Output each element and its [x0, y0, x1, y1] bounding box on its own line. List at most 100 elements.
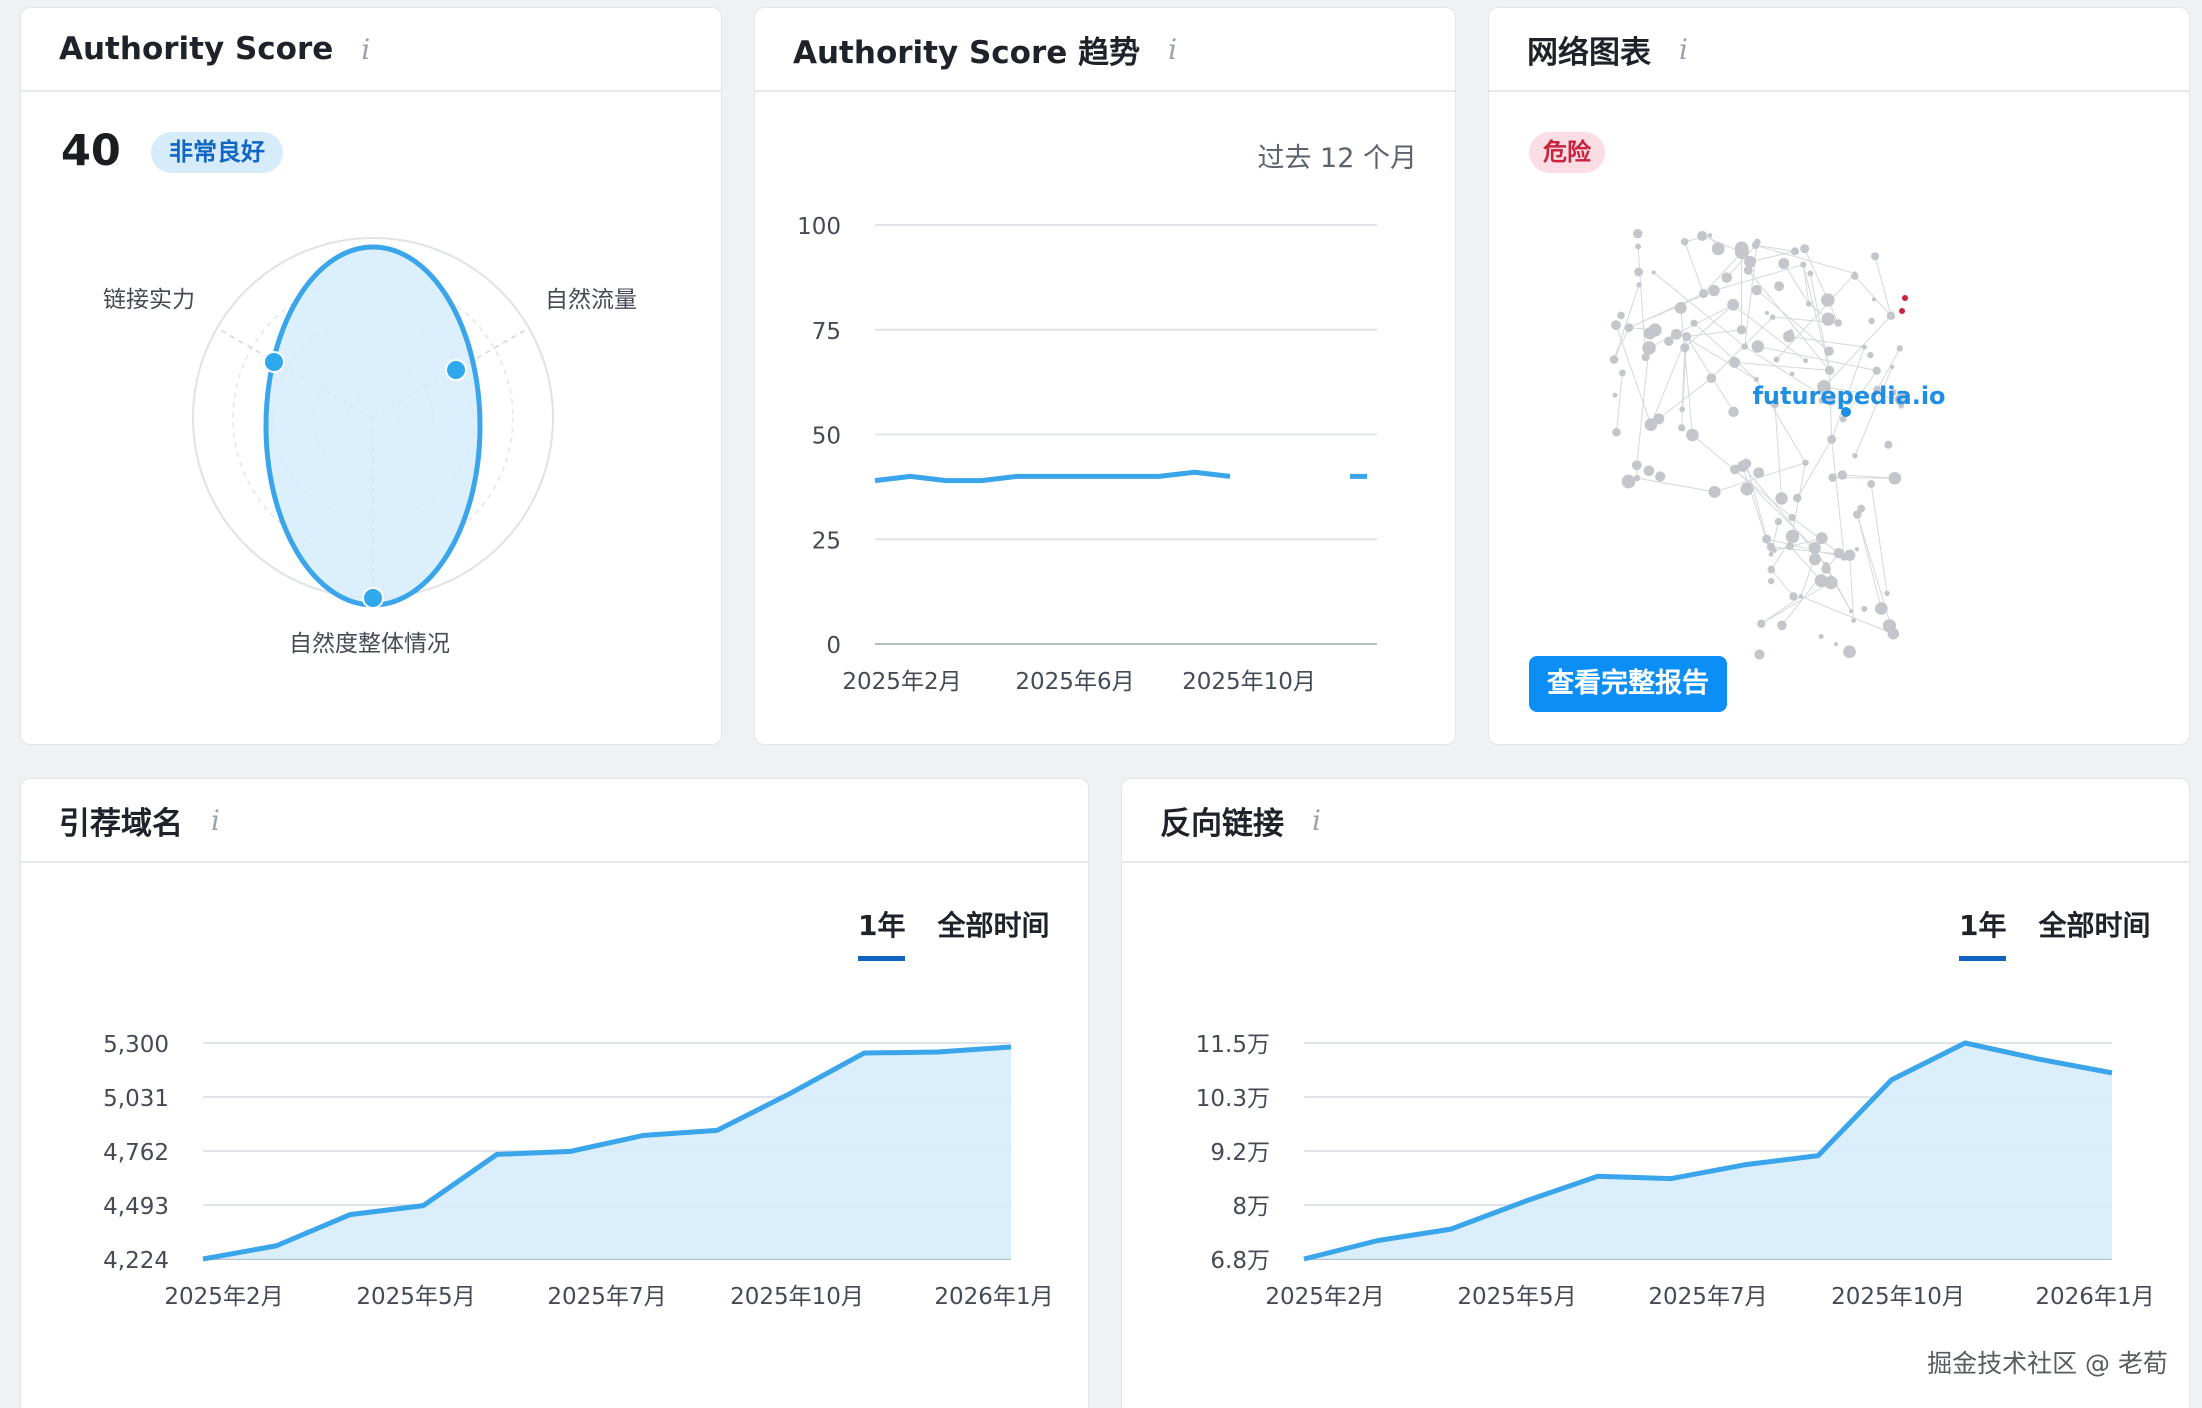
network-node — [1798, 594, 1804, 599]
network-node — [1754, 649, 1765, 660]
network-node — [1680, 238, 1689, 246]
radar-point-organic-traffic[interactable] — [445, 359, 467, 381]
watermark: 掘金技术社区 @ 老荀 — [1927, 1349, 2168, 1378]
card-header: Authority Score 趋势 i — [755, 8, 1455, 92]
info-icon[interactable]: i — [1168, 32, 1178, 66]
network-edge — [1755, 244, 1855, 275]
info-icon[interactable]: i — [211, 803, 220, 837]
network-node — [1641, 352, 1650, 362]
network-node — [1676, 331, 1681, 336]
tab-1-year[interactable]: 1年 — [1959, 904, 2007, 961]
radar-label-organic-traffic: 自然流量 — [545, 287, 637, 313]
network-edge — [1636, 347, 1650, 466]
backlinks-card: 反向链接 i 11.5万 10.3万 9.2万 8万 6.8万 2025年2月 2025年5… — [1121, 778, 2190, 1408]
network-node — [1655, 471, 1666, 482]
radar-point-organic-overall[interactable] — [362, 587, 384, 609]
network-node — [1680, 343, 1690, 353]
network-node — [1861, 605, 1868, 612]
network-edge — [1653, 272, 1746, 348]
info-icon[interactable]: i — [361, 32, 371, 66]
network-edge — [1637, 477, 1715, 493]
network-edge — [1870, 483, 1888, 594]
network-edge — [1684, 241, 1705, 294]
radar-point-link-strength[interactable] — [263, 351, 285, 373]
network-edge — [1734, 361, 1830, 371]
network-node — [1679, 406, 1685, 413]
network-node — [1789, 592, 1798, 601]
network-node — [1636, 282, 1642, 288]
network-node — [1743, 265, 1753, 275]
network-node — [1643, 465, 1655, 477]
info-icon[interactable]: i — [1312, 803, 1321, 837]
tab-all-time[interactable]: 全部时间 — [2038, 909, 2151, 942]
network-node — [1770, 400, 1779, 409]
network-node — [1788, 329, 1794, 335]
x-tick-label: 2025年2月 — [842, 669, 961, 695]
network-node — [1631, 460, 1642, 471]
backlinks-chart: 11.5万 10.3万 9.2万 8万 6.8万 2025年2月 2025年5月 2025年7… — [1196, 1032, 2155, 1310]
series-area — [203, 1047, 1011, 1259]
series-line — [874, 469, 1231, 484]
network-edge — [1755, 244, 1796, 252]
network-node — [1874, 602, 1888, 615]
network-node — [1635, 243, 1641, 250]
x-tick-label: 2025年2月 — [164, 1284, 283, 1310]
network-edge — [1703, 264, 1804, 295]
network-node — [1757, 619, 1766, 628]
network-node — [1768, 552, 1774, 557]
card-title: Authority Score — [59, 31, 334, 67]
network-edge — [1774, 537, 1822, 551]
x-tick-label: 2025年7月 — [1648, 1284, 1767, 1310]
network-edge — [1650, 336, 1688, 425]
network-node — [1686, 428, 1699, 442]
network-edge — [1757, 345, 1877, 372]
y-tick-label: 9.2万 — [1210, 1140, 1270, 1166]
network-node — [1821, 312, 1835, 326]
card-header: 网络图表 i — [1489, 8, 2189, 92]
network-node — [1721, 272, 1733, 283]
network-edge — [1684, 304, 1734, 349]
network-node — [1834, 319, 1842, 327]
network-node — [1852, 452, 1858, 459]
network-node — [1867, 351, 1874, 359]
network-node — [1884, 590, 1890, 597]
authority-score-card: Authority Score i 40 非常良好 链接实力 自然流量 自然度整… — [20, 7, 722, 745]
referring-domains-card: 引荐域名 i 5,300 5,031 4,762 4,493 4,224 2025年2月 2… — [20, 778, 1089, 1408]
network-node — [1729, 356, 1741, 368]
network-edge — [1648, 304, 1734, 349]
network-edge — [1781, 552, 1840, 626]
x-tick-label: 2025年2月 — [1265, 1284, 1384, 1310]
network-edge — [1774, 404, 1783, 499]
tab-all-time[interactable]: 全部时间 — [937, 909, 1050, 942]
network-node — [1775, 492, 1788, 505]
network-node — [1682, 331, 1692, 342]
network-node — [1642, 341, 1656, 355]
network-node — [1677, 424, 1686, 432]
network-node — [1803, 358, 1809, 364]
y-tick-label: 75 — [812, 319, 841, 345]
network-node — [1728, 406, 1739, 418]
card-title: 网络图表 — [1527, 34, 1651, 71]
network-node — [1839, 415, 1847, 423]
network-node — [1821, 564, 1831, 574]
network-edge — [1749, 250, 1796, 263]
network-node — [1828, 473, 1837, 482]
network-edge — [1770, 569, 1794, 597]
view-full-report-button[interactable]: 查看完整报告 — [1529, 656, 1727, 712]
network-edge — [1747, 269, 1830, 371]
network-node — [1612, 392, 1618, 398]
network-edge — [1681, 347, 1686, 410]
y-tick-label: 5,031 — [103, 1086, 169, 1112]
network-node — [1817, 380, 1831, 394]
info-icon[interactable]: i — [1679, 32, 1688, 66]
network-node — [1651, 270, 1656, 275]
network-edge — [1693, 322, 1757, 380]
network-node — [1818, 397, 1826, 404]
network-edge — [1760, 596, 1802, 625]
network-node — [1767, 565, 1776, 574]
radar-chart — [192, 237, 554, 609]
tab-1-year[interactable]: 1年 — [858, 904, 906, 961]
network-node — [1644, 418, 1658, 431]
network-edge — [1761, 582, 1832, 625]
network-node — [1621, 474, 1636, 489]
